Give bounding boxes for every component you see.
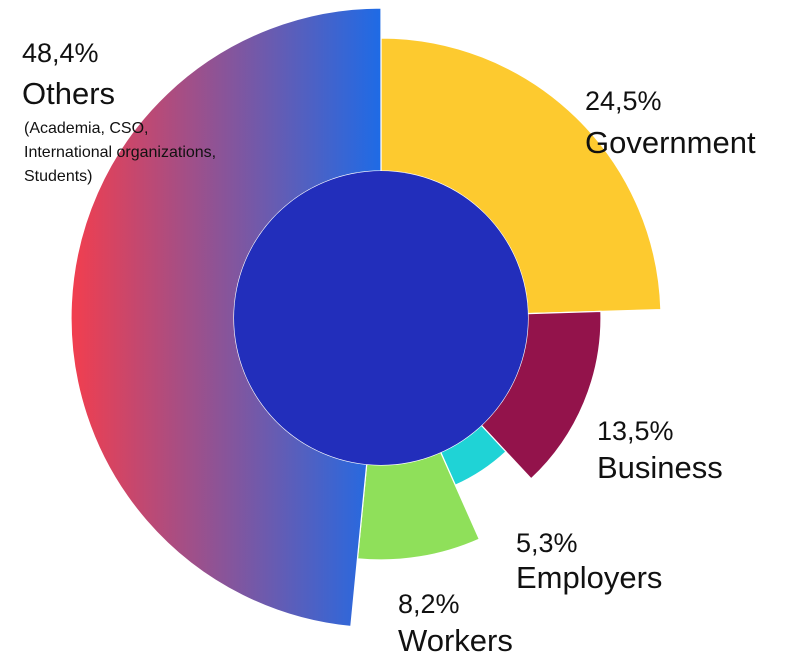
label-business-percent: 13,5%: [597, 416, 674, 446]
label-employers-name: Employers: [516, 560, 662, 595]
label-government-name: Government: [585, 125, 756, 160]
label-others-name: Others: [22, 76, 115, 111]
label-others-note: (Academia, CSO, International organizatio…: [24, 120, 216, 185]
label-business-name: Business: [597, 450, 723, 485]
label-workers-name: Workers: [398, 623, 513, 657]
label-employers-percent: 5,3%: [516, 528, 578, 558]
label-government-percent: 24,5%: [585, 86, 662, 116]
label-others-percent: 48,4%: [22, 38, 99, 68]
center-disc: [234, 171, 528, 465]
label-workers-percent: 8,2%: [398, 589, 460, 619]
